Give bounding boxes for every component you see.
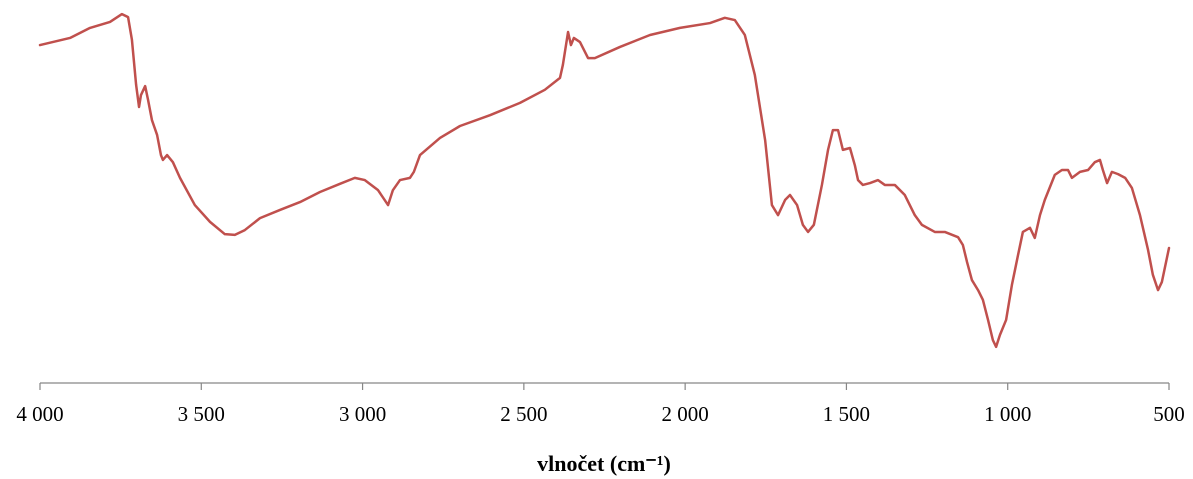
x-tick-label: 4 000 [16,402,63,426]
x-tick-label: 1 000 [984,402,1031,426]
x-tick-label: 3 000 [339,402,386,426]
x-tick-label: 500 [1153,402,1185,426]
x-tick-label: 3 500 [178,402,225,426]
x-tick-label: 1 500 [823,402,870,426]
x-tick-label: 2 000 [662,402,709,426]
x-tick-label: 2 500 [500,402,547,426]
spectrum-line [38,12,1171,349]
x-axis-label: vlnočet (cm⁻¹) [537,451,671,476]
